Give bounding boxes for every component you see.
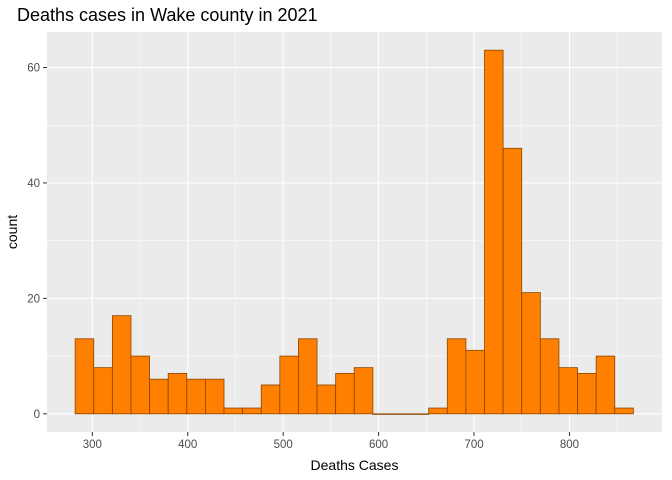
histogram-bar — [558, 367, 578, 415]
histogram-bar — [521, 292, 541, 415]
histogram-bar — [316, 384, 337, 415]
histogram-bar — [93, 367, 113, 415]
y-tick-label: 20 — [27, 293, 40, 305]
histogram-bar — [260, 384, 281, 415]
y-tick-label: 40 — [27, 178, 40, 190]
x-axis-title: Deaths Cases — [311, 457, 399, 473]
histogram-bar — [298, 338, 318, 415]
histogram-bar — [595, 355, 616, 415]
histogram-bar — [205, 378, 225, 415]
histogram-bar — [186, 378, 206, 415]
histogram-bar — [409, 413, 430, 415]
histogram-bar — [428, 407, 448, 415]
histogram-bar — [279, 355, 299, 415]
x-tick-label: 300 — [83, 439, 102, 451]
histogram-bar — [502, 147, 523, 415]
histogram-bar — [74, 338, 95, 415]
histogram-bar — [372, 413, 392, 415]
histogram-bar — [391, 413, 411, 415]
histogram-bar — [149, 378, 169, 415]
x-tick-label: 800 — [560, 439, 579, 451]
histogram-bar — [111, 315, 132, 415]
histogram-bar — [335, 373, 355, 415]
histogram-bar — [353, 367, 374, 415]
histogram-bar — [577, 373, 597, 415]
x-tick-label: 600 — [369, 439, 388, 451]
histogram-bar — [484, 49, 504, 415]
y-tick-label: 0 — [34, 409, 40, 421]
bars — [74, 49, 634, 415]
y-axis-title: count — [4, 215, 20, 249]
x-tick-label: 500 — [274, 439, 293, 451]
histogram-bar — [242, 407, 262, 415]
x-tick-label: 700 — [464, 439, 483, 451]
histogram-bar — [614, 407, 634, 415]
histogram-bar — [130, 355, 150, 415]
histogram-bar — [167, 373, 188, 415]
histogram-bar — [539, 338, 560, 415]
chart-title: Deaths cases in Wake county in 2021 — [17, 5, 318, 25]
axes: 300 400 500 600 700 800 0 20 40 60 — [27, 62, 579, 451]
histogram-bar — [223, 407, 244, 415]
y-tick-label: 60 — [27, 62, 40, 74]
x-tick-label: 400 — [178, 439, 197, 451]
histogram-bar — [446, 338, 467, 415]
histogram-bar — [465, 349, 485, 415]
